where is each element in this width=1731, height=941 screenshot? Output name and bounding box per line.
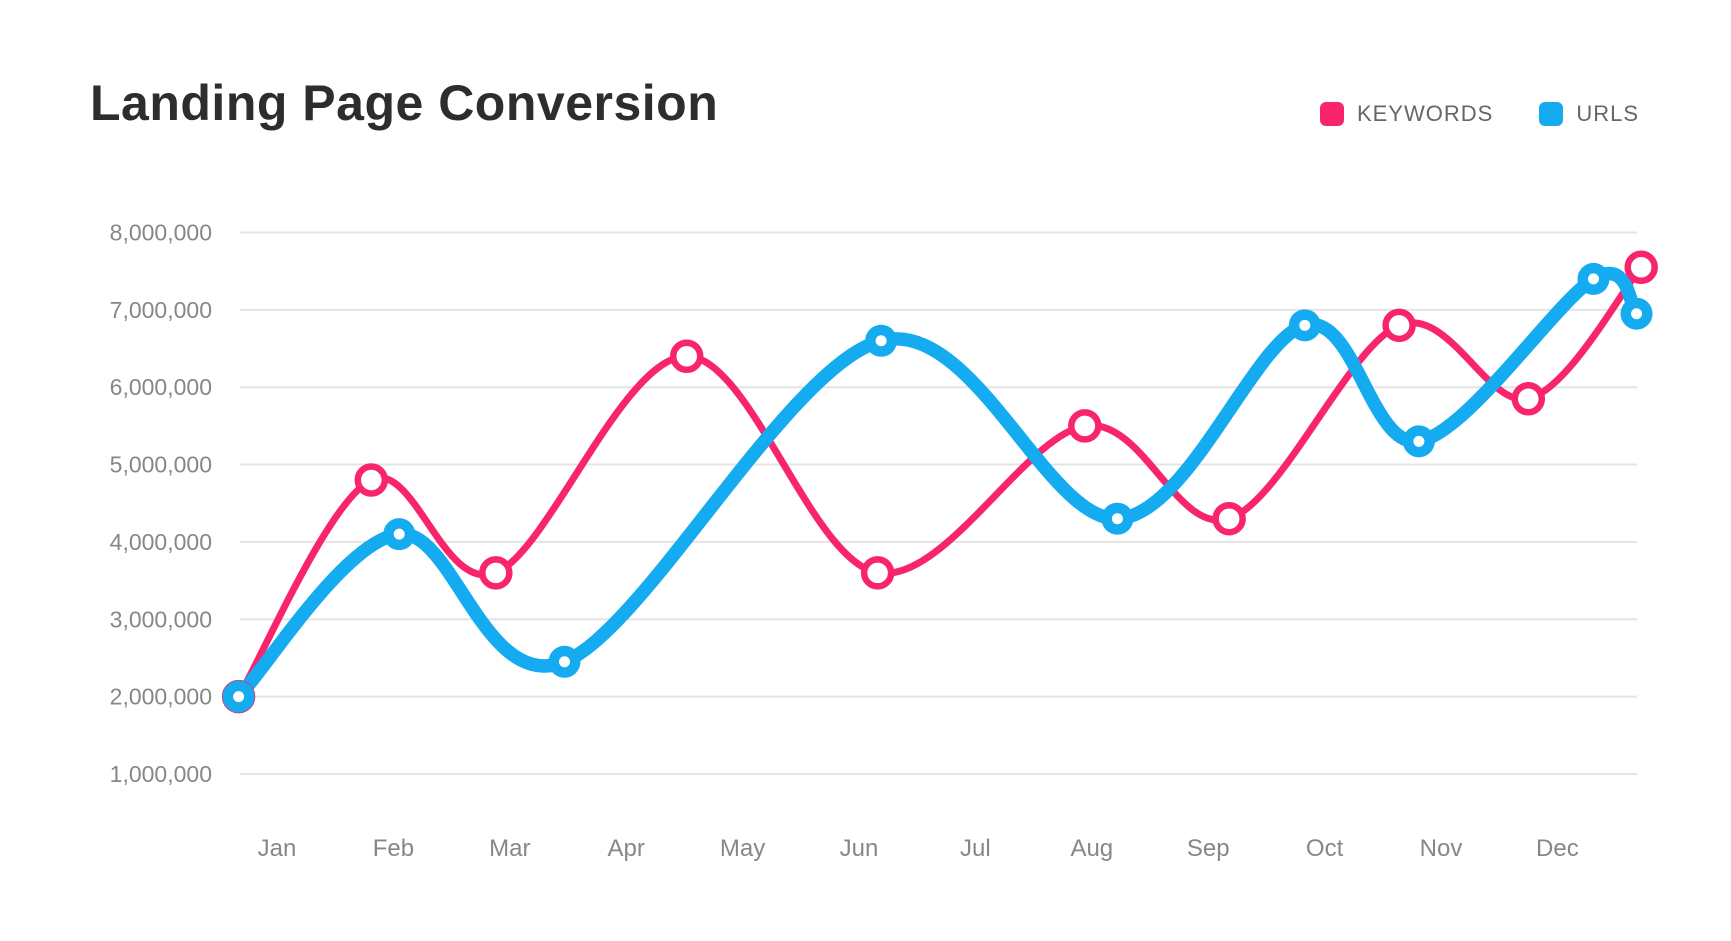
page-title: Landing Page Conversion [90, 75, 719, 131]
urls-swatch [1539, 102, 1564, 126]
urls-data-point-hole [1111, 513, 1123, 525]
x-axis-tick-label: Apr [608, 835, 645, 862]
urls-data-point-hole [875, 335, 887, 347]
keywords-data-point [479, 556, 513, 590]
x-axis-tick-label: May [720, 835, 765, 862]
legend-label-keywords: KEYWORDS [1356, 101, 1494, 126]
keywords-swatch [1319, 102, 1344, 126]
urls-data-point-hole [559, 656, 571, 668]
y-axis-tick-label: 7,000,000 [110, 297, 212, 323]
x-axis-tick-label: Mar [489, 835, 530, 862]
x-axis-tick-label: Jul [960, 835, 991, 862]
urls-data-point-hole [1631, 308, 1643, 320]
y-axis-tick-label: 3,000,000 [110, 606, 212, 632]
y-axis-tick-label: 5,000,000 [110, 452, 212, 478]
keywords-data-point [1382, 308, 1416, 343]
urls-data-point-hole [393, 528, 405, 540]
x-axis-tick-label: Aug [1070, 835, 1113, 862]
keywords-data-point [669, 339, 704, 374]
keywords-data-point [860, 556, 895, 590]
x-axis-tick-label: Jun [840, 835, 879, 862]
keywords-data-point [1068, 409, 1102, 443]
urls-data-point-hole [233, 691, 245, 703]
y-axis-tick-label: 1,000,000 [110, 761, 212, 787]
x-axis-tick-label: Sep [1187, 835, 1230, 862]
chart-legend: KEYWORDS URLS [1319, 101, 1639, 127]
x-axis-tick-label: Jan [258, 835, 297, 862]
y-axis-tick-label: 6,000,000 [110, 374, 212, 400]
legend-item-keywords: KEYWORDS [1319, 101, 1494, 127]
keywords-line [235, 263, 1645, 701]
urls-data-point-hole [1299, 319, 1311, 331]
legend-label-urls: URLS [1576, 101, 1639, 126]
y-axis-tick-label: 2,000,000 [110, 684, 212, 710]
urls-line [231, 267, 1644, 704]
x-axis-tick-label: Nov [1420, 835, 1463, 862]
legend-item-urls: URLS [1539, 101, 1639, 127]
x-axis-tick-label: Dec [1536, 835, 1579, 862]
keywords-data-point [1212, 501, 1246, 536]
y-axis-tick-label: 4,000,000 [110, 529, 212, 555]
keywords-data-point [354, 463, 389, 497]
x-axis-tick-label: Feb [373, 835, 414, 862]
keywords-data-point [1624, 250, 1658, 285]
y-axis-tick-label: 8,000,000 [110, 220, 212, 246]
x-axis-tick-label: Oct [1306, 835, 1344, 862]
urls-data-point-hole [1587, 273, 1599, 285]
keywords-data-point [1511, 382, 1546, 416]
urls-data-point-hole [1413, 435, 1425, 447]
